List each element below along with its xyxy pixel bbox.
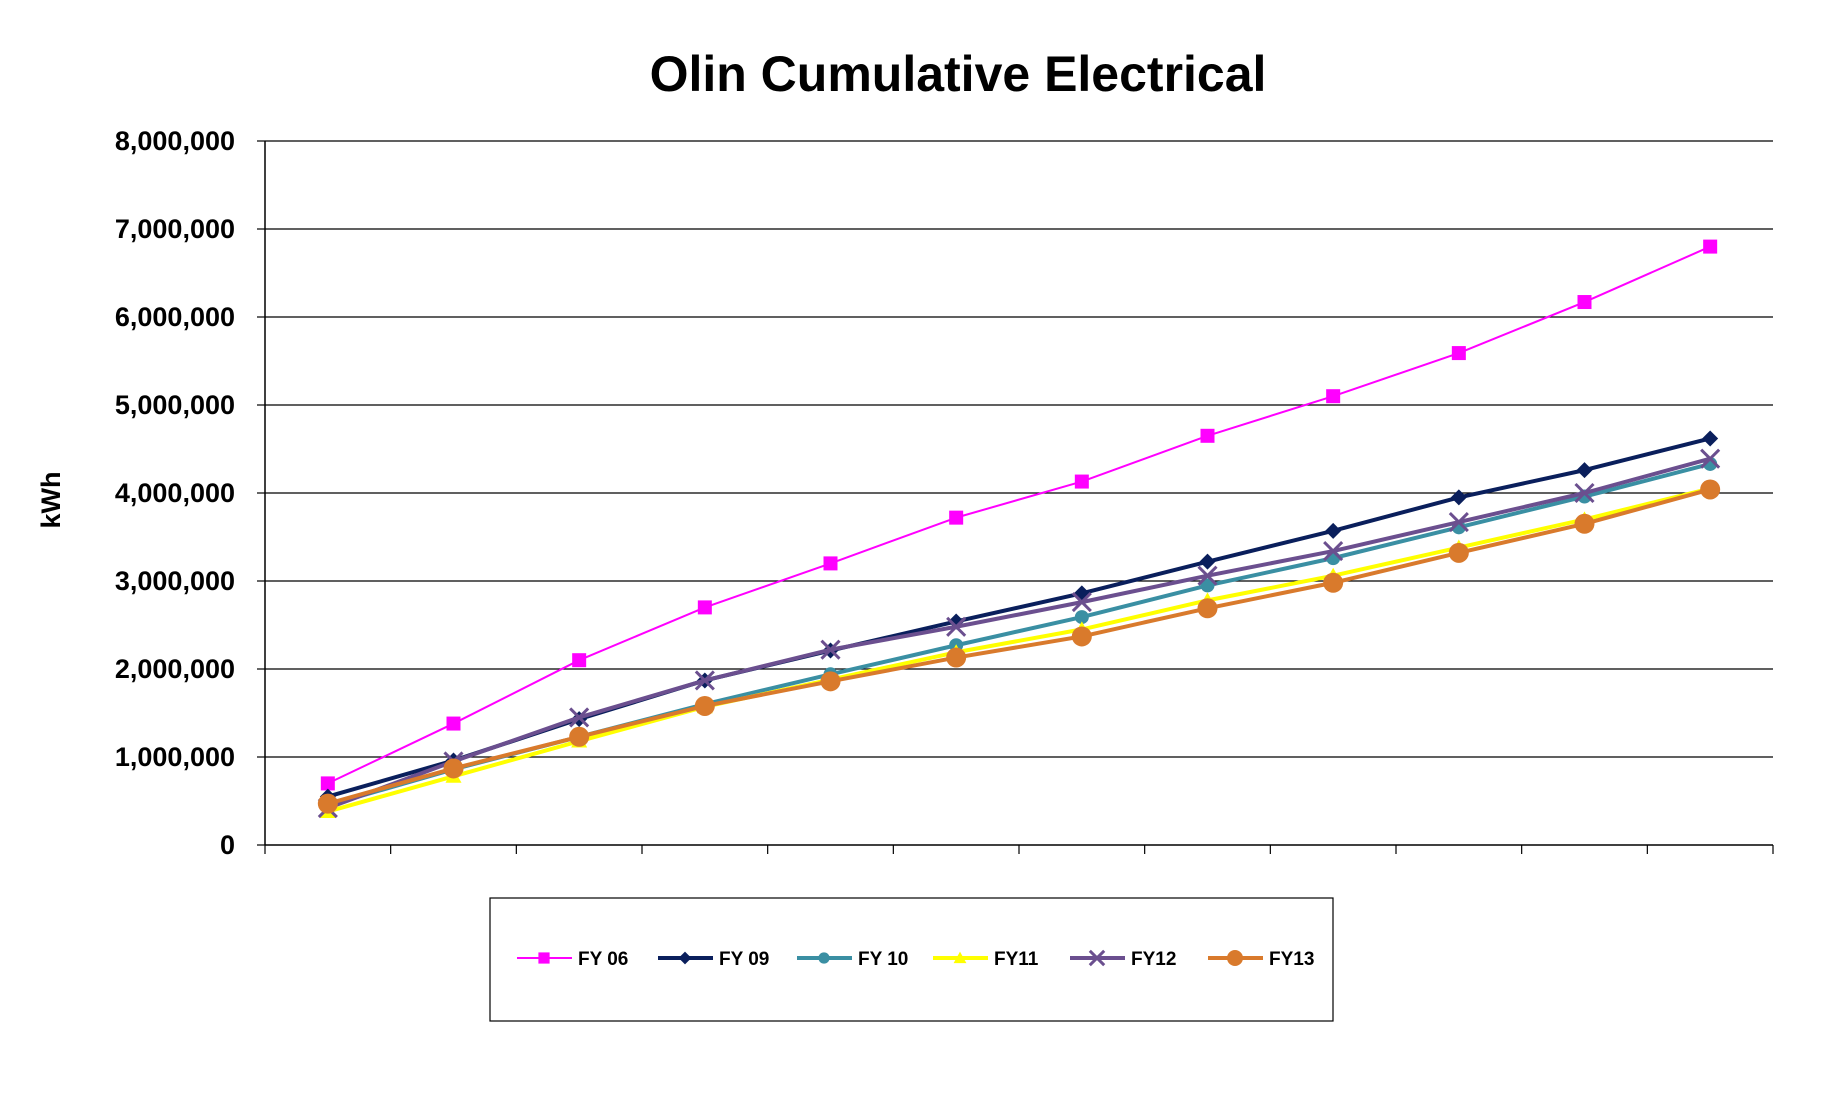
legend-label: FY 06 <box>578 949 628 970</box>
legend-item: FY11 <box>933 949 1039 970</box>
y-tick-label: 7,000,000 <box>115 214 235 244</box>
data-point <box>820 671 841 692</box>
series-line <box>327 456 1711 810</box>
series-layer <box>317 239 1721 819</box>
data-point <box>946 647 967 668</box>
data-point <box>1071 626 1092 647</box>
data-point <box>1448 542 1469 563</box>
y-tick-label: 1,000,000 <box>115 742 235 772</box>
data-point-stroke <box>1197 565 1218 586</box>
data-point <box>1088 949 1106 967</box>
data-point-stroke <box>1323 541 1344 562</box>
y-tick-label: 0 <box>220 830 235 860</box>
legend: FY 06 FY 09 FY 10 FY11 FY12 FY13 <box>489 897 1334 1022</box>
legend-label: FY11 <box>994 949 1039 970</box>
y-tick-label: 4,000,000 <box>115 478 235 508</box>
data-point <box>1074 610 1089 625</box>
legend-item: FY 06 <box>517 949 628 970</box>
series-fy13 <box>317 479 1721 814</box>
data-point <box>678 951 692 965</box>
data-point <box>1197 565 1218 586</box>
data-point <box>694 670 715 691</box>
data-point <box>1323 541 1344 562</box>
series-line <box>327 486 1711 814</box>
data-point <box>1700 448 1721 469</box>
data-point <box>1071 592 1092 613</box>
data-point-stroke <box>1700 448 1721 469</box>
legend-item: FY 09 <box>658 949 769 970</box>
series-line <box>327 245 1711 785</box>
y-axis-title: kWh <box>36 472 66 529</box>
data-point <box>946 616 967 637</box>
y-tick-label: 8,000,000 <box>115 126 235 156</box>
legend-item: FY12 <box>1070 949 1176 970</box>
data-point <box>1227 950 1243 966</box>
chart-title: Olin Cumulative Electrical <box>650 46 1267 102</box>
data-point-stroke <box>694 670 715 691</box>
data-point-stroke <box>946 616 967 637</box>
data-point <box>1199 553 1216 570</box>
data-point <box>1702 430 1719 447</box>
series-fy-06 <box>320 239 1718 791</box>
legend-label: FY13 <box>1269 949 1314 970</box>
data-point <box>1197 598 1218 619</box>
data-point <box>820 639 841 660</box>
data-point <box>1074 474 1089 489</box>
data-point <box>446 716 461 731</box>
data-point <box>572 653 587 668</box>
data-point <box>1451 346 1466 361</box>
legend-label: FY 10 <box>858 949 908 970</box>
data-point <box>1323 572 1344 593</box>
data-point <box>1577 295 1592 310</box>
data-point <box>569 707 590 728</box>
data-point <box>1574 482 1595 504</box>
data-point-stroke <box>1574 482 1595 504</box>
legend-item: FY 10 <box>797 949 908 970</box>
data-point <box>697 600 712 615</box>
data-point <box>694 695 715 716</box>
legend-box <box>489 897 1334 1022</box>
data-point <box>1703 239 1718 254</box>
data-point <box>1326 389 1341 404</box>
data-point-stroke <box>569 707 590 728</box>
data-point <box>1450 489 1467 506</box>
data-point <box>1200 578 1215 593</box>
data-point-stroke <box>1088 949 1106 967</box>
data-point <box>818 952 830 964</box>
data-point-stroke <box>1071 592 1092 613</box>
y-axis-ticks: 0 1,000,000 2,000,000 3,000,000 4,000,000 5,0… <box>115 126 265 860</box>
data-point <box>320 776 335 791</box>
data-point <box>1576 462 1593 479</box>
data-point <box>953 951 967 964</box>
y-tick-label: 5,000,000 <box>115 390 235 420</box>
y-tick-label: 2,000,000 <box>115 654 235 684</box>
data-point <box>538 952 550 964</box>
data-point <box>949 510 964 525</box>
data-point <box>1574 513 1595 534</box>
legend-label: FY 09 <box>719 949 769 970</box>
data-point-stroke <box>1448 511 1469 533</box>
data-point-stroke <box>820 639 841 660</box>
y-tick-label: 3,000,000 <box>115 566 235 596</box>
data-point <box>317 793 338 814</box>
data-point <box>443 758 464 779</box>
data-point <box>1325 522 1342 539</box>
legend-item: FY13 <box>1208 949 1314 970</box>
data-point <box>569 726 590 747</box>
data-point <box>1448 511 1469 533</box>
legend-label: FY12 <box>1131 949 1176 970</box>
x-axis-ticks <box>264 845 1774 854</box>
data-point <box>1700 479 1721 500</box>
data-point <box>1200 428 1215 443</box>
data-point <box>823 556 838 571</box>
axes <box>264 141 1773 846</box>
y-tick-label: 6,000,000 <box>115 302 235 332</box>
series-line <box>327 487 1711 806</box>
